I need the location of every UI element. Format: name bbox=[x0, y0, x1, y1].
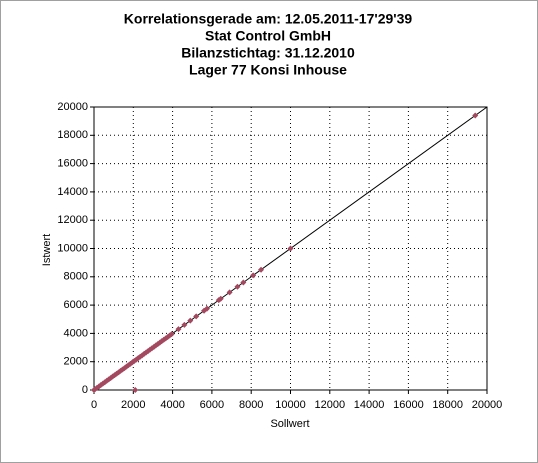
data-point bbox=[203, 305, 210, 312]
y-tick-label: 0 bbox=[82, 384, 88, 396]
data-point bbox=[472, 112, 479, 119]
data-point bbox=[181, 321, 188, 328]
x-tick-label: 4000 bbox=[160, 399, 184, 411]
data-point bbox=[287, 245, 294, 252]
y-tick-label: 20000 bbox=[57, 101, 88, 113]
y-tick-label: 8000 bbox=[64, 271, 88, 283]
y-tick-label: 10000 bbox=[57, 242, 88, 254]
x-tick-label: 8000 bbox=[239, 399, 263, 411]
y-tick-label: 6000 bbox=[64, 299, 88, 311]
data-point bbox=[175, 326, 182, 333]
chart-subtitle: Lager 77 Konsi Inhouse bbox=[189, 62, 347, 78]
x-tick-label: 0 bbox=[91, 399, 97, 411]
data-point bbox=[226, 289, 233, 296]
x-tick-label: 20000 bbox=[472, 399, 503, 411]
x-axis-label: Sollwert bbox=[270, 418, 309, 430]
x-tick-label: 18000 bbox=[432, 399, 463, 411]
x-tick-label: 6000 bbox=[200, 399, 224, 411]
data-point bbox=[132, 387, 139, 393]
x-tick-label: 10000 bbox=[275, 399, 306, 411]
y-tick-label: 18000 bbox=[57, 129, 88, 141]
chart-subtitle: Stat Control GmbH bbox=[205, 28, 331, 44]
y-tick-label: 14000 bbox=[57, 186, 88, 198]
data-point bbox=[168, 331, 175, 338]
chart-subtitle: Bilanzstichtag: 31.12.2010 bbox=[181, 45, 355, 61]
y-tick-label: 2000 bbox=[64, 356, 88, 368]
x-tick-label: 14000 bbox=[354, 399, 385, 411]
data-point bbox=[193, 313, 200, 320]
data-point bbox=[234, 283, 241, 290]
data-point bbox=[258, 266, 265, 273]
y-axis-label: Istwert bbox=[41, 234, 53, 266]
y-tick-label: 16000 bbox=[57, 158, 88, 170]
data-point bbox=[240, 279, 247, 286]
y-tick-label: 12000 bbox=[57, 214, 88, 226]
x-tick-label: 12000 bbox=[315, 399, 346, 411]
chart-title: Korrelationsgerade am: 12.05.2011-17'29'… bbox=[124, 11, 413, 27]
x-tick-label: 2000 bbox=[121, 399, 145, 411]
y-tick-label: 4000 bbox=[64, 327, 88, 339]
data-point bbox=[250, 272, 257, 279]
data-point bbox=[187, 317, 194, 324]
x-tick-label: 16000 bbox=[393, 399, 424, 411]
data-point bbox=[217, 295, 224, 302]
